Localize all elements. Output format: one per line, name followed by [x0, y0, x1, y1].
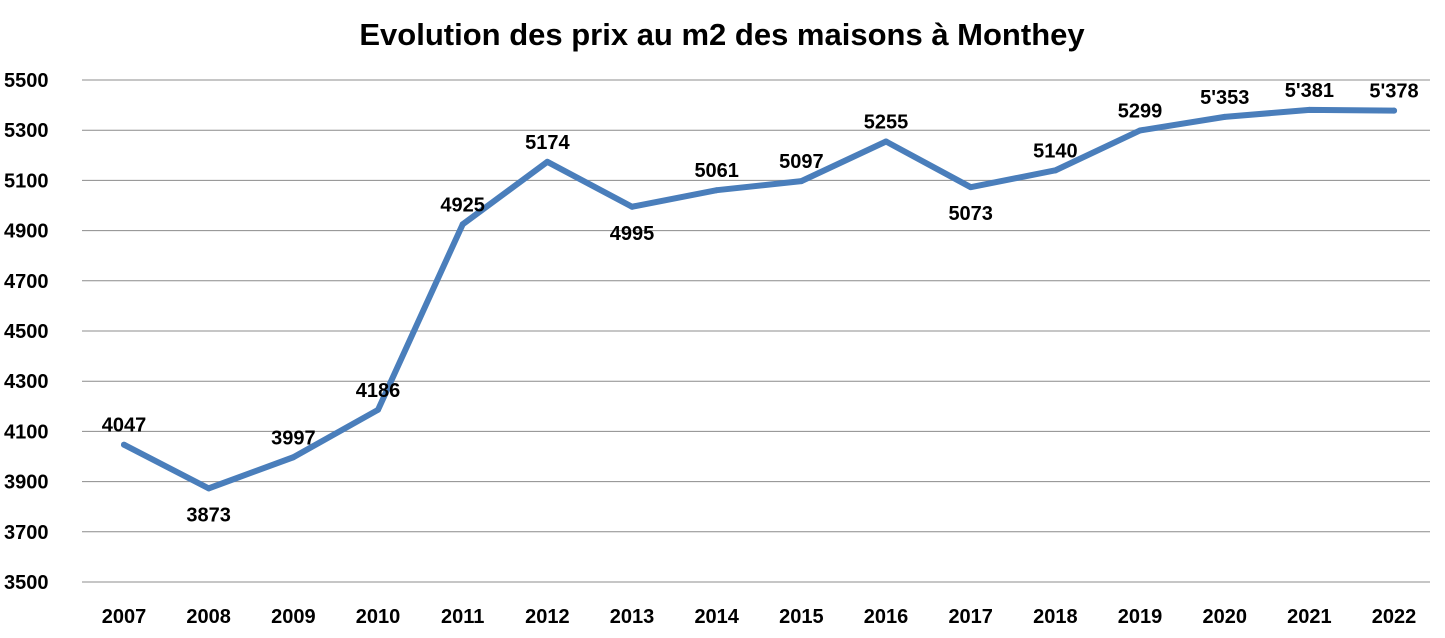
chart-title: Evolution des prix au m2 des maisons à M…	[359, 17, 1085, 52]
data-point	[121, 441, 127, 448]
x-tick-label: 2017	[948, 606, 993, 628]
x-tick-label: 2020	[1202, 606, 1247, 628]
data-point	[459, 221, 466, 228]
series-line	[121, 106, 1398, 492]
data-label: 5'353	[1200, 87, 1249, 109]
x-tick-label: 2008	[186, 606, 231, 628]
data-label: 5097	[779, 151, 824, 173]
data-label: 5073	[948, 203, 993, 225]
y-tick-label: 3500	[4, 572, 49, 594]
data-label: 4186	[356, 380, 401, 402]
y-tick-label: 3700	[4, 522, 49, 544]
x-tick-label: 2021	[1287, 606, 1332, 628]
data-label: 5255	[864, 111, 909, 133]
data-point	[375, 406, 382, 413]
x-tick-label: 2007	[102, 606, 147, 628]
data-point	[290, 454, 297, 461]
data-labels: 4047 3873 3997 4186 4925 5174 4995 5061 5097 5255…	[102, 80, 1419, 527]
y-tick-label: 5300	[4, 120, 49, 142]
x-tick-label: 2011	[441, 606, 484, 628]
data-label: 4995	[610, 223, 655, 245]
data-point	[1137, 127, 1144, 134]
data-label: 3873	[186, 504, 231, 526]
data-point	[1221, 113, 1228, 120]
x-tick-label: 2010	[356, 606, 401, 628]
y-tick-label: 5100	[4, 170, 49, 192]
y-tick-label: 4700	[4, 271, 49, 293]
data-point	[544, 158, 551, 165]
data-point	[1306, 106, 1313, 113]
data-point	[798, 178, 805, 185]
y-tick-label: 4300	[4, 371, 49, 393]
data-label: 5140	[1033, 140, 1078, 162]
x-tick-label: 2015	[779, 606, 824, 628]
x-tick-label: 2022	[1372, 606, 1417, 628]
data-label: 5174	[525, 132, 570, 154]
y-tick-label: 3900	[4, 472, 49, 494]
y-tick-label: 4500	[4, 321, 49, 343]
x-tick-label: 2016	[864, 606, 909, 628]
data-label: 5'381	[1285, 80, 1334, 102]
x-tick-label: 2019	[1118, 606, 1163, 628]
data-point	[629, 203, 636, 210]
x-tick-label: 2012	[525, 606, 570, 628]
x-tick-label: 2013	[610, 606, 655, 628]
series-layer	[121, 106, 1398, 492]
y-tick-label: 5500	[4, 70, 49, 92]
x-tick-label: 2018	[1033, 606, 1078, 628]
x-tick-label: 2009	[271, 606, 316, 628]
data-point	[713, 187, 720, 194]
gridlines	[82, 79, 1430, 583]
y-axis-tick-labels: 3500 3700 3900 4100 4300 4500 4700 4900 5100 5300…	[4, 70, 49, 594]
data-label: 3997	[271, 427, 316, 449]
y-tick-label: 4900	[4, 221, 49, 243]
data-label: 5'378	[1369, 81, 1418, 103]
data-point	[1391, 107, 1398, 114]
data-point	[967, 184, 974, 191]
data-label: 4925	[440, 194, 485, 216]
data-point	[883, 138, 890, 145]
data-label: 4047	[102, 415, 147, 437]
data-point	[1052, 167, 1059, 174]
x-tick-label: 2014	[694, 606, 739, 628]
y-tick-label: 4100	[4, 421, 49, 443]
data-point	[205, 485, 212, 492]
data-label: 5061	[694, 160, 739, 182]
data-label: 5299	[1118, 100, 1163, 122]
x-axis-tick-labels: 2007 2008 2009 2010 2011 2012 2013 2014 2015 2016…	[102, 606, 1417, 628]
